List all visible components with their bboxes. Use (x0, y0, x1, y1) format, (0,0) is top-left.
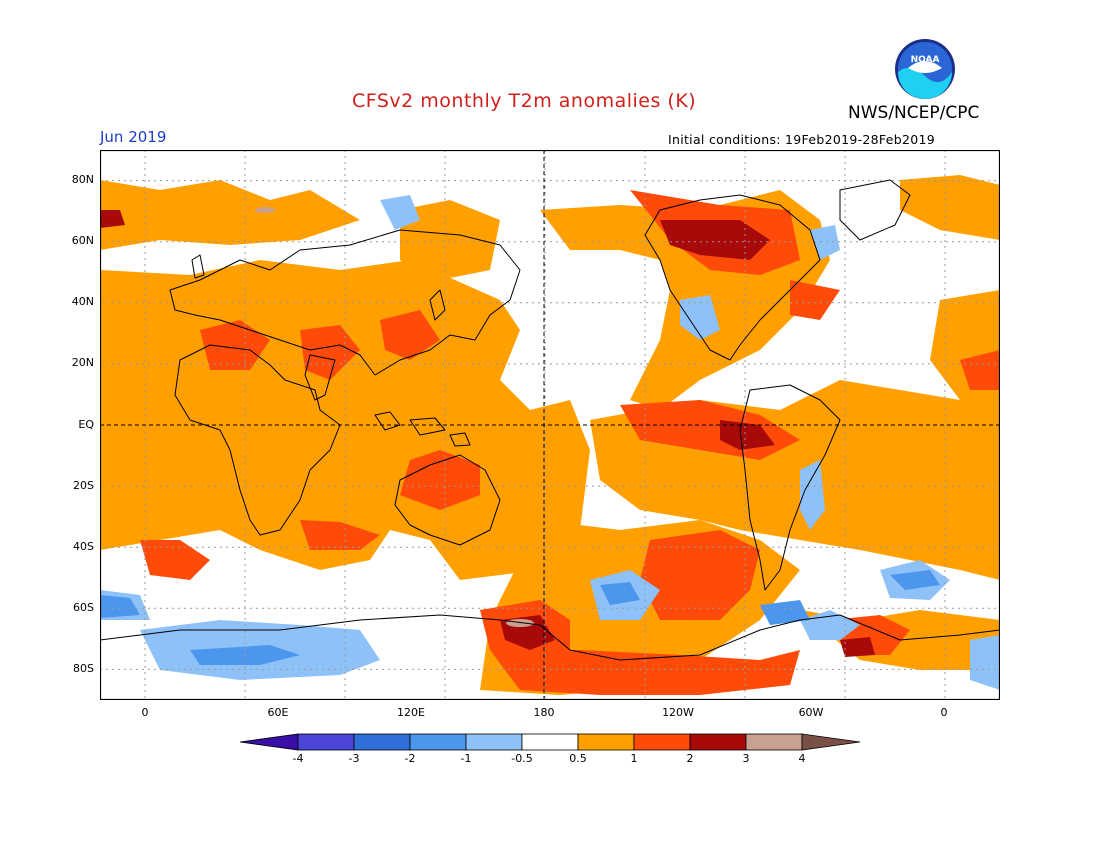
map-title: CFSv2 monthly T2m anomalies (K) (352, 90, 697, 112)
lon-label-120e: 120E (397, 706, 425, 719)
lat-label-20n: 20N (71, 356, 94, 369)
anomaly-map (99, 149, 1001, 701)
colorbar-label: 1 (630, 752, 638, 765)
colorbar-label: -1 (460, 752, 472, 765)
colorbar-label: -3 (348, 752, 360, 765)
lon-label-0-right: 0 (940, 706, 948, 719)
lon-label-60e: 60E (267, 706, 289, 719)
svg-text:NOAA: NOAA (911, 55, 940, 65)
lat-label-20s: 20S (73, 479, 94, 492)
lat-label-60s: 60S (73, 601, 94, 614)
lon-label-180: 180 (533, 706, 555, 719)
lat-label-60n: 60N (71, 234, 94, 247)
lat-label-40n: 40N (71, 295, 94, 308)
colorbar-label: -2 (404, 752, 416, 765)
lon-label-120w: 120W (662, 706, 694, 719)
colorbar-label: 2 (686, 752, 694, 765)
lon-label-60w: 60W (798, 706, 824, 719)
initial-conditions: Initial conditions: 19Feb2019-28Feb2019 (668, 132, 935, 147)
colorbar-label: 0.5 (569, 752, 587, 765)
colorbar-label: 3 (742, 752, 750, 765)
lon-label-0: 0 (141, 706, 149, 719)
colorbar-label: 4 (798, 752, 806, 765)
forecast-month: Jun 2019 (100, 128, 167, 146)
noaa-logo: NOAA (894, 38, 956, 100)
lat-label-40s: 40S (73, 540, 94, 553)
lat-label-80n: 80N (71, 173, 94, 186)
agency-label: NWS/NCEP/CPC (848, 103, 980, 123)
lat-label-80s: 80S (73, 662, 94, 675)
colorbar-label: -0.5 (511, 752, 533, 765)
colorbar (239, 733, 861, 753)
colorbar-label: -4 (292, 752, 304, 765)
lat-label-eq: EQ (78, 418, 94, 431)
